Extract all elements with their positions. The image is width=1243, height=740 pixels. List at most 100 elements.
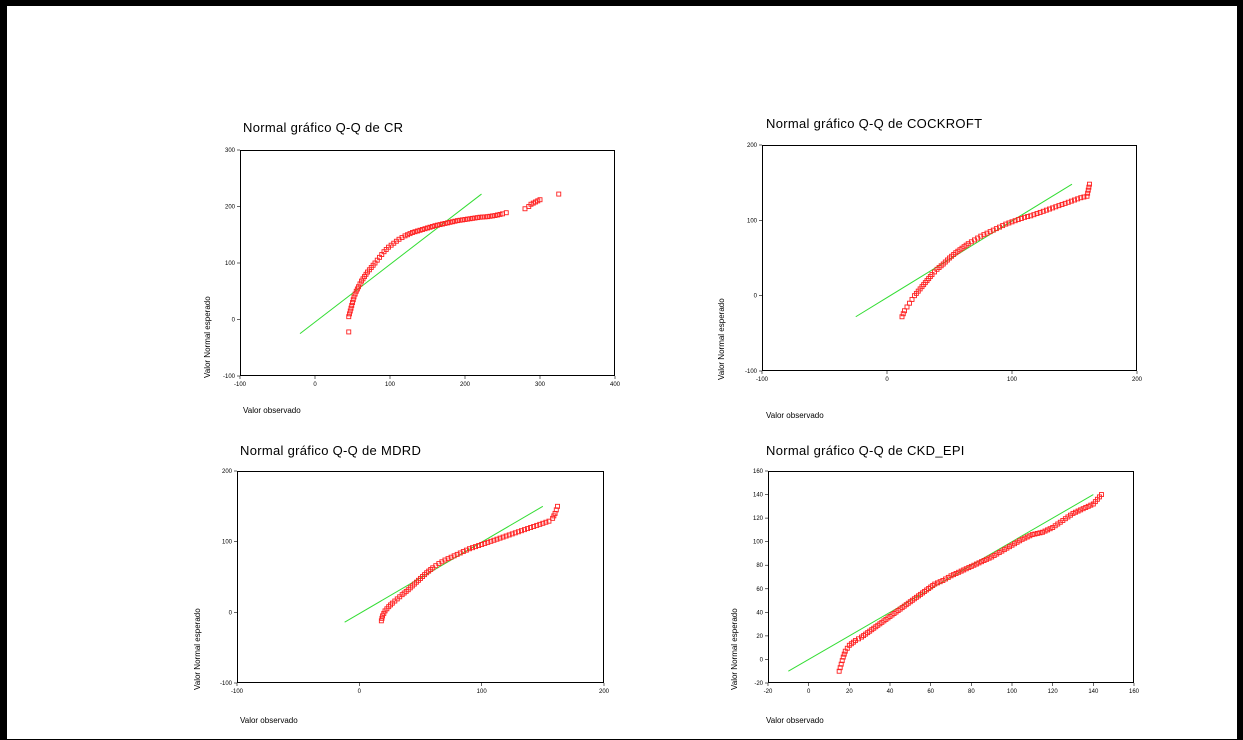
data-point bbox=[996, 550, 1002, 556]
data-point bbox=[904, 304, 910, 310]
data-point bbox=[1009, 219, 1015, 225]
y-tick-label: 100 bbox=[222, 540, 233, 546]
data-point bbox=[556, 191, 562, 197]
data-point bbox=[475, 215, 480, 221]
data-point bbox=[1022, 535, 1028, 541]
data-point bbox=[900, 311, 906, 317]
data-point bbox=[1073, 509, 1078, 515]
data-point bbox=[552, 510, 558, 516]
data-point bbox=[1085, 503, 1091, 509]
data-point bbox=[1032, 531, 1038, 537]
data-point bbox=[994, 551, 1000, 557]
data-point bbox=[990, 227, 996, 233]
data-point bbox=[437, 222, 443, 228]
data-point bbox=[379, 615, 385, 621]
y-tick-label: 0 bbox=[229, 610, 233, 616]
data-point bbox=[470, 545, 475, 551]
data-point bbox=[381, 610, 387, 616]
data-point bbox=[1029, 532, 1035, 538]
data-point bbox=[951, 572, 956, 578]
data-point bbox=[1012, 541, 1017, 547]
data-point bbox=[1025, 214, 1031, 220]
data-point bbox=[932, 581, 938, 587]
data-point bbox=[902, 308, 907, 314]
data-point bbox=[515, 529, 521, 535]
y-tick-label: -100 bbox=[220, 681, 233, 687]
data-point bbox=[540, 520, 546, 526]
data-point bbox=[537, 197, 543, 203]
x-tick-label: -100 bbox=[234, 382, 247, 388]
x-tick-label: 140 bbox=[1088, 689, 1099, 695]
data-point bbox=[350, 297, 356, 303]
data-point bbox=[1084, 193, 1090, 199]
x-tick-label: 0 bbox=[885, 377, 889, 383]
data-point bbox=[971, 562, 977, 568]
y-tick-label: 200 bbox=[747, 143, 758, 149]
data-point bbox=[1070, 510, 1076, 516]
data-point bbox=[909, 296, 915, 302]
data-point bbox=[472, 215, 478, 221]
data-point bbox=[346, 314, 352, 320]
data-point bbox=[435, 222, 440, 228]
data-point bbox=[467, 216, 473, 222]
data-point bbox=[447, 219, 453, 225]
data-point bbox=[1042, 528, 1048, 534]
x-tick-label: 20 bbox=[846, 689, 853, 695]
data-point bbox=[494, 536, 500, 542]
data-point bbox=[1078, 507, 1084, 513]
data-point bbox=[1075, 508, 1081, 514]
data-point bbox=[958, 568, 964, 574]
y-tick-label: 200 bbox=[222, 469, 233, 475]
data-point bbox=[1072, 197, 1077, 203]
x-tick-label: 100 bbox=[385, 382, 396, 388]
data-point bbox=[934, 580, 940, 586]
x-tick-label: 100 bbox=[1007, 377, 1018, 383]
data-point bbox=[1083, 505, 1089, 510]
y-tick-label: 140 bbox=[753, 493, 764, 499]
plot-area bbox=[240, 150, 615, 376]
data-point bbox=[1024, 534, 1030, 540]
data-point bbox=[1007, 544, 1012, 550]
data-point bbox=[984, 556, 990, 562]
data-point bbox=[522, 527, 527, 533]
data-point bbox=[1078, 195, 1084, 201]
y-tick-label: 40 bbox=[756, 610, 763, 616]
chart-title: Normal gráfico Q-Q de MDRD bbox=[240, 443, 422, 458]
data-point bbox=[978, 233, 984, 239]
data-point bbox=[1015, 217, 1021, 223]
data-point bbox=[1031, 212, 1037, 218]
data-point bbox=[457, 550, 463, 556]
data-point bbox=[1050, 205, 1056, 211]
data-point bbox=[981, 232, 987, 238]
data-point bbox=[482, 214, 488, 220]
data-point bbox=[553, 507, 559, 513]
data-point bbox=[1087, 181, 1092, 187]
data-point bbox=[346, 329, 352, 335]
reference-line bbox=[344, 505, 544, 623]
data-point bbox=[356, 284, 361, 290]
data-point bbox=[500, 534, 506, 540]
data-point bbox=[1065, 199, 1071, 205]
data-point bbox=[956, 569, 962, 575]
x-tick-label: 200 bbox=[599, 689, 610, 695]
data-point bbox=[448, 554, 454, 560]
data-point bbox=[989, 554, 995, 560]
x-tick-label: 100 bbox=[477, 689, 488, 695]
x-axis-label: Valor observado bbox=[240, 716, 298, 725]
data-point bbox=[1000, 223, 1006, 229]
data-point bbox=[347, 311, 352, 317]
y-tick-label: 300 bbox=[225, 148, 236, 154]
data-point bbox=[993, 226, 999, 232]
data-point bbox=[357, 281, 363, 287]
y-tick-label: -20 bbox=[754, 681, 763, 687]
data-point bbox=[1080, 506, 1086, 512]
x-tick-label: 200 bbox=[1132, 377, 1143, 383]
x-tick-label: 0 bbox=[358, 689, 362, 695]
data-point bbox=[425, 225, 430, 231]
data-point bbox=[981, 558, 987, 563]
data-point bbox=[1043, 207, 1049, 213]
data-point bbox=[1014, 539, 1020, 545]
